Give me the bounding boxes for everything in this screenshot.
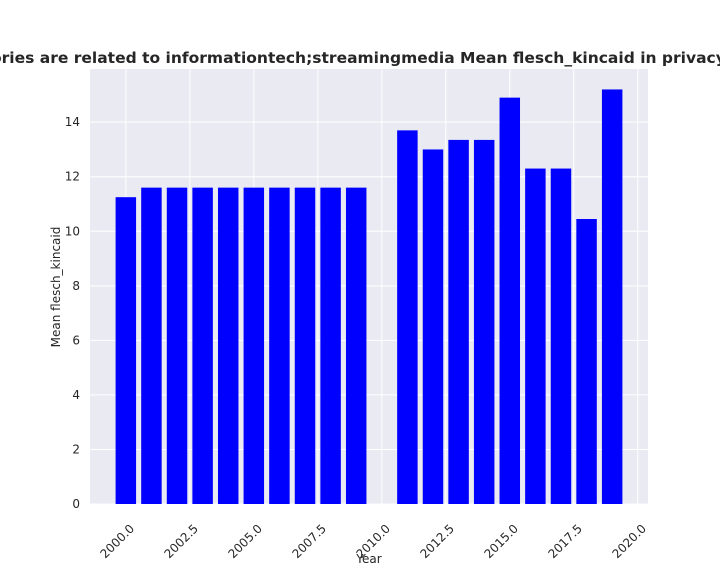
bar-2013 — [448, 139, 469, 504]
bar-2016 — [525, 168, 546, 504]
x-tick-label: 2005.0 — [225, 522, 265, 562]
x-tick-label: 2007.5 — [289, 522, 329, 562]
bar-2006 — [269, 187, 290, 505]
y-axis-label: Mean flesch_kincaid — [49, 227, 63, 348]
bar-2007 — [294, 187, 316, 505]
chart-title: Categories are related to informationtec… — [0, 49, 720, 67]
x-axis-label: Year — [355, 552, 381, 566]
bars — [115, 89, 623, 505]
bar-2002 — [166, 187, 188, 505]
bar-2008 — [320, 187, 341, 505]
bar-2009 — [345, 187, 367, 505]
bar-2012 — [422, 149, 444, 505]
y-tick-labels: 0 2 4 6 8 10 12 14 — [65, 115, 80, 511]
x-tick-label: 2000.0 — [98, 522, 138, 562]
bar-2015 — [499, 97, 521, 505]
y-tick-label: 6 — [72, 333, 80, 347]
bar-2004 — [217, 187, 239, 505]
x-tick-label: 2017.5 — [545, 522, 585, 562]
bar-2003 — [192, 187, 213, 505]
y-tick-label: 8 — [72, 279, 80, 293]
y-tick-label: 4 — [72, 388, 80, 402]
y-tick-label: 10 — [65, 224, 80, 238]
y-tick-label: 2 — [72, 442, 80, 456]
y-tick-label: 14 — [65, 115, 80, 129]
bar-2001 — [141, 187, 162, 505]
bar-2014 — [473, 139, 495, 504]
y-tick-label: 0 — [72, 497, 80, 511]
bar-2005 — [243, 187, 265, 505]
x-tick-label: 2002.5 — [161, 522, 201, 562]
bar-2011 — [397, 130, 418, 504]
bar-2000 — [115, 197, 137, 504]
y-tick-label: 12 — [65, 170, 80, 184]
x-tick-label: 2020.0 — [609, 522, 649, 562]
bar-2017 — [550, 168, 572, 504]
bar-2019 — [601, 89, 623, 505]
x-tick-label: 2015.0 — [481, 522, 521, 562]
x-tick-label: 2012.5 — [417, 522, 457, 562]
bar-2018 — [576, 219, 597, 504]
